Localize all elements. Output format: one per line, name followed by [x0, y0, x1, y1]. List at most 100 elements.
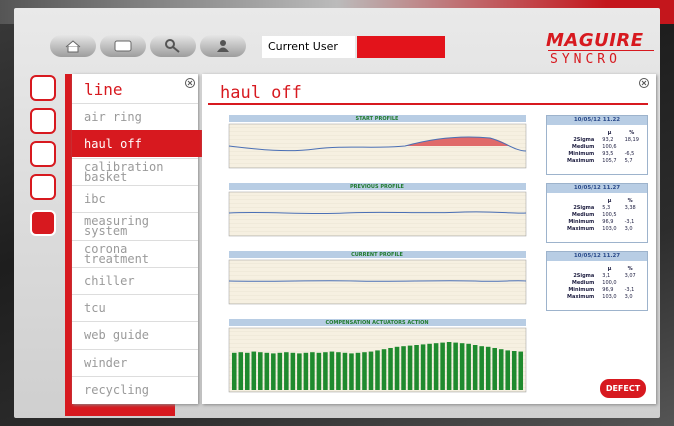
chart-title: COMPENSATION ACTUATORS ACTION — [325, 320, 428, 326]
stats-cell: 5,7 — [624, 157, 633, 164]
menu-item[interactable]: air ring — [72, 103, 198, 130]
menu-item[interactable]: tcu — [72, 294, 198, 321]
bar — [258, 352, 263, 390]
bar — [505, 350, 511, 390]
stats-panel: 10/05/12 11.27 µ% 2Sigma 5,3 3,38 Medium 100,5… — [546, 183, 648, 243]
stats-cell: 3,0 — [624, 293, 633, 300]
menu-item[interactable]: corona treatment — [72, 239, 198, 267]
stats-cell: Maximum — [567, 225, 595, 232]
chat-button[interactable] — [100, 35, 146, 57]
stats-row: Minimum 96,9 -3,1 — [563, 218, 640, 225]
stats-timestamp: 10/05/12 11.27 — [547, 184, 647, 193]
tools-button[interactable] — [150, 35, 196, 57]
stats-header-row: µ% — [563, 197, 640, 204]
bar — [427, 343, 432, 390]
stats-table: µ% 2Sigma 5,3 3,38 Medium 100,5 Minimum 96,9 -3,… — [563, 197, 640, 232]
stats-cell: 3,07 — [624, 272, 636, 279]
stats-corner — [563, 129, 598, 136]
menu-item[interactable]: winder — [72, 348, 198, 376]
stats-row: Minimum 93,5 -6,5 — [563, 150, 643, 157]
stats-cell: 100,0 — [602, 279, 617, 286]
stats-cell: Maximum — [567, 157, 595, 164]
bar — [401, 346, 406, 390]
stats-cell: 100,6 — [602, 143, 617, 150]
menu-item[interactable]: measuring system — [72, 212, 198, 239]
profile-chart: CURRENT PROFILE — [228, 251, 527, 305]
stats-cell: 2Sigma — [573, 136, 595, 143]
stats-cell: 5,3 — [602, 204, 611, 211]
bar — [388, 348, 393, 390]
side-icon[interactable] — [30, 141, 56, 167]
user-button[interactable] — [200, 35, 246, 57]
bar — [479, 346, 484, 390]
bar — [303, 352, 309, 390]
chart-title: CURRENT PROFILE — [351, 252, 403, 258]
profile-chart: PREVIOUS PROFILE — [228, 183, 527, 237]
stats-cell: Minimum — [568, 286, 595, 293]
side-icon[interactable] — [30, 174, 56, 200]
stats-cell: 105,7 — [602, 157, 617, 164]
bar — [518, 351, 524, 390]
stats-cell: Medium — [571, 143, 595, 150]
bar — [381, 349, 387, 390]
stats-cell: 103,0 — [602, 225, 617, 232]
stats-row: Maximum 103,0 3,0 — [563, 225, 640, 232]
stats-column: % — [627, 265, 633, 272]
stats-cell: Medium — [571, 279, 595, 286]
panel-close[interactable] — [638, 77, 650, 89]
chart-title: START PROFILE — [356, 116, 399, 122]
stats-header-row: µ% — [563, 265, 640, 272]
bar — [297, 353, 302, 390]
menu-close[interactable] — [184, 77, 196, 89]
stats-table: µ% 2Sigma 3,1 3,07 Medium 100,0 Minimum 96,9 -3,… — [563, 265, 640, 300]
bar — [414, 345, 419, 390]
stats-cell: 93,5 — [602, 150, 614, 157]
user-field[interactable] — [357, 36, 445, 58]
stats-column: % — [629, 129, 635, 136]
bar — [342, 352, 348, 390]
bar — [485, 346, 491, 390]
stats-cell: -6,5 — [624, 150, 635, 157]
home-button[interactable] — [50, 35, 96, 57]
stats-row: 2Sigma 3,1 3,07 — [563, 272, 640, 279]
bar — [244, 352, 250, 390]
side-icon[interactable] — [30, 108, 56, 134]
bar — [290, 352, 296, 390]
stats-row: Maximum 105,7 5,7 — [563, 157, 643, 164]
stats-table: µ% 2Sigma 93,2 18,19 Medium 100,6 Minimum 93,5-… — [563, 129, 643, 164]
stats-row: Medium 100,6 — [563, 143, 643, 150]
stats-cell: Maximum — [567, 293, 595, 300]
bar — [264, 352, 270, 390]
bar — [310, 352, 315, 390]
bar — [459, 343, 465, 390]
stats-cell: -3,1 — [624, 218, 635, 225]
menu-item[interactable]: calibration basket — [72, 157, 198, 185]
charts: START PROFILE PREVIOUS PROFILE CURRENT P… — [228, 115, 527, 393]
stats-column: % — [627, 197, 633, 204]
bar — [440, 342, 445, 390]
stats-panel: 10/05/12 11.27 µ% 2Sigma 3,1 3,07 Medium 100,0… — [546, 251, 648, 311]
stats-cell: 2Sigma — [573, 272, 595, 279]
stats-cell: 2Sigma — [573, 204, 595, 211]
stats-row: Medium 100,5 — [563, 211, 640, 218]
stats-cell: 3,38 — [624, 204, 636, 211]
defect-button[interactable]: DEFECT — [600, 379, 646, 398]
side-icon[interactable] — [30, 75, 56, 101]
stats-row: 2Sigma 93,2 18,19 — [563, 136, 643, 143]
stats-row: Minimum 96,9 -3,1 — [563, 286, 640, 293]
bar — [284, 352, 289, 390]
stats-timestamp: 10/05/12 11.22 — [547, 116, 647, 125]
stats-cell: -3,1 — [624, 286, 635, 293]
bar-chart: COMPENSATION ACTUATORS ACTION — [228, 319, 527, 393]
menu-item[interactable]: haul off — [72, 130, 210, 158]
menu-item[interactable]: ibc — [72, 184, 198, 212]
menu-item[interactable]: web guide — [72, 321, 198, 348]
profile-chart: START PROFILE — [228, 115, 527, 169]
menu-item[interactable]: chiller — [72, 266, 198, 294]
stats-cell: Medium — [571, 211, 595, 218]
side-icon-active[interactable] — [30, 210, 56, 236]
menu-item[interactable]: recycling — [72, 376, 198, 403]
stats-cell: 3,0 — [624, 225, 633, 232]
stats-header-row: µ% — [563, 129, 643, 136]
